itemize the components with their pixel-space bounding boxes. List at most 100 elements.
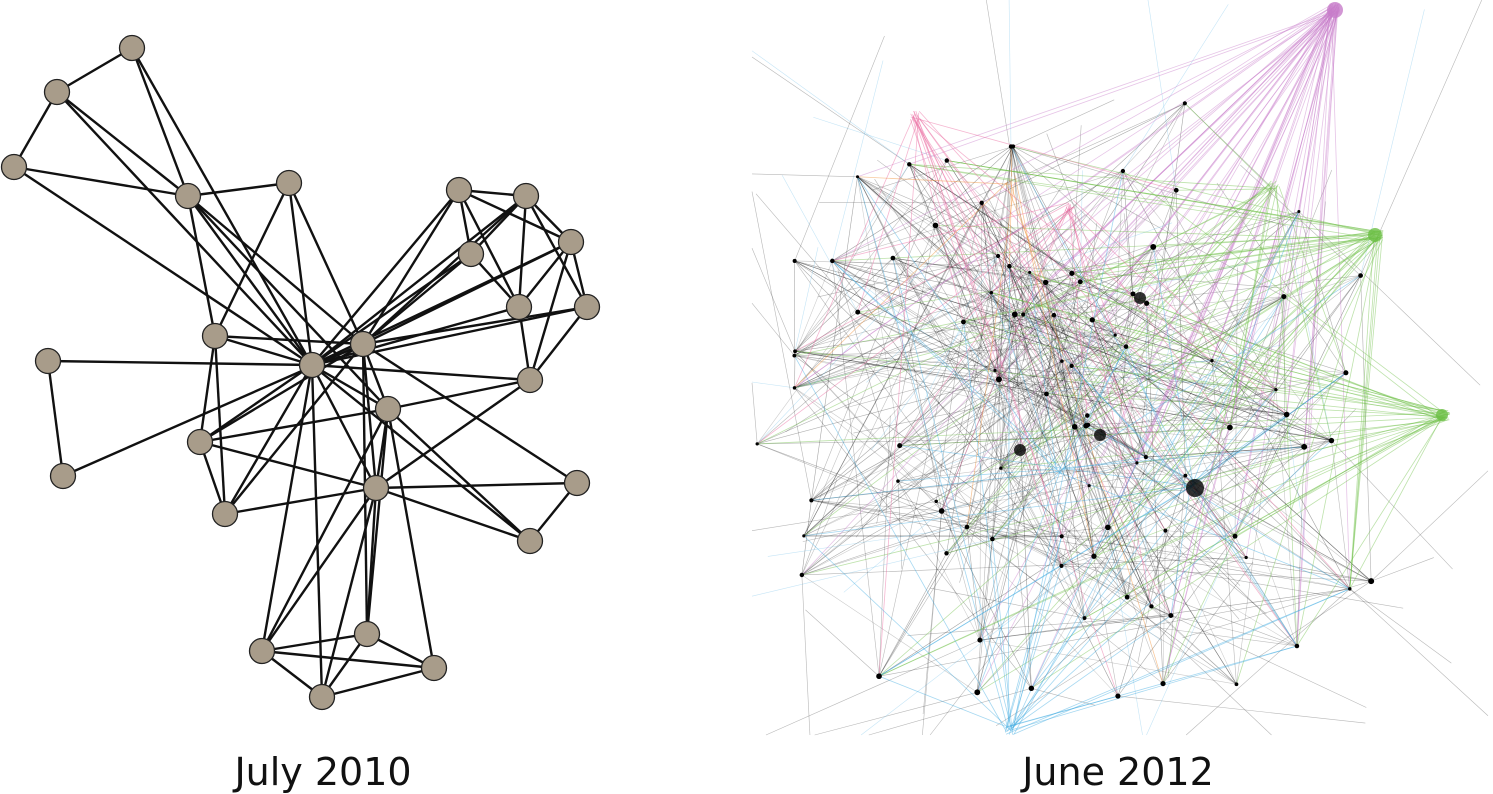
- node: [1011, 144, 1016, 149]
- edge: [907, 615, 1171, 636]
- edge: [1000, 296, 1285, 469]
- edge: [946, 303, 1147, 554]
- edge: [801, 574, 978, 693]
- edge: [1234, 415, 1446, 537]
- edge: [1053, 314, 1224, 426]
- edge: [857, 176, 1072, 367]
- edge: [1012, 146, 1109, 528]
- edge: [794, 236, 1381, 389]
- edge: [976, 237, 1383, 693]
- edge: [1006, 440, 1332, 732]
- edge: [1093, 211, 1300, 557]
- edge: [1061, 361, 1105, 514]
- edge: [1058, 346, 1127, 471]
- edge: [1023, 254, 1284, 315]
- edge: [1229, 169, 1333, 428]
- edge: [981, 202, 1000, 380]
- edge: [801, 202, 982, 576]
- edge: [922, 510, 942, 715]
- edge: [1136, 2, 1337, 464]
- node: [0, 153, 28, 181]
- edge: [1005, 182, 1046, 283]
- node: [1294, 643, 1300, 649]
- edge: [912, 114, 1172, 616]
- edge: [1165, 275, 1361, 433]
- edge: [794, 260, 1372, 582]
- edge: [935, 225, 1085, 619]
- edge: [1107, 9, 1332, 528]
- edge: [56, 91, 189, 197]
- edge: [1046, 334, 1116, 395]
- node: [1149, 604, 1154, 609]
- edge: [899, 360, 1063, 446]
- edge: [751, 381, 795, 389]
- edge: [199, 364, 313, 443]
- edge: [909, 164, 1372, 582]
- edge: [1030, 8, 1341, 689]
- node: [1120, 168, 1126, 174]
- edge: [794, 160, 948, 352]
- edge: [1190, 211, 1300, 490]
- edge: [1093, 556, 1128, 598]
- edge: [1045, 282, 1298, 647]
- edge: [832, 260, 1087, 426]
- edge: [914, 119, 1063, 537]
- hub: [1436, 409, 1448, 421]
- node: [1059, 534, 1064, 539]
- edge: [1014, 8, 1333, 315]
- edge: [1258, 580, 1372, 657]
- edge: [1029, 271, 1442, 421]
- edge: [922, 510, 942, 736]
- edge: [801, 3, 1338, 576]
- edge: [1071, 273, 1095, 557]
- edge: [187, 181, 290, 198]
- edge: [1071, 231, 1382, 367]
- node: [298, 351, 326, 379]
- edge: [751, 382, 758, 444]
- edge: [857, 176, 1057, 476]
- edge: [941, 510, 1350, 590]
- edge: [832, 260, 1061, 468]
- edge: [992, 471, 1062, 540]
- edge: [1092, 266, 1156, 321]
- edge: [47, 359, 313, 367]
- edge: [794, 260, 1332, 441]
- edge: [187, 195, 364, 345]
- node: [944, 551, 949, 556]
- edge: [794, 281, 1081, 389]
- edge: [963, 265, 1011, 323]
- edge: [1000, 236, 1383, 469]
- edge: [1283, 296, 1441, 419]
- edge: [814, 692, 978, 736]
- edge: [991, 292, 1446, 421]
- edge: [857, 176, 1372, 582]
- edge: [1045, 245, 1151, 283]
- node: [516, 527, 544, 555]
- edge: [751, 50, 910, 165]
- edge: [1071, 6, 1340, 367]
- edge: [1046, 315, 1055, 394]
- edge: [844, 334, 1116, 409]
- edge: [1162, 239, 1383, 684]
- edge: [1165, 530, 1236, 537]
- node: [1234, 682, 1239, 687]
- edge: [1029, 272, 1057, 466]
- edge: [1165, 530, 1237, 685]
- edge: [832, 260, 1127, 347]
- edge: [892, 257, 1134, 295]
- edge: [915, 110, 1062, 567]
- node: [934, 499, 938, 504]
- edge: [936, 501, 1128, 598]
- edge: [803, 296, 1285, 537]
- edge: [1244, 296, 1285, 430]
- edge: [941, 8, 1334, 512]
- edge: [1236, 231, 1380, 685]
- edge: [803, 281, 1081, 537]
- edge: [1045, 282, 1085, 619]
- edge: [832, 260, 992, 293]
- edge: [801, 246, 1154, 576]
- edge: [757, 443, 1298, 647]
- edge: [1162, 561, 1254, 684]
- edge: [794, 260, 1332, 441]
- edge: [946, 180, 1277, 554]
